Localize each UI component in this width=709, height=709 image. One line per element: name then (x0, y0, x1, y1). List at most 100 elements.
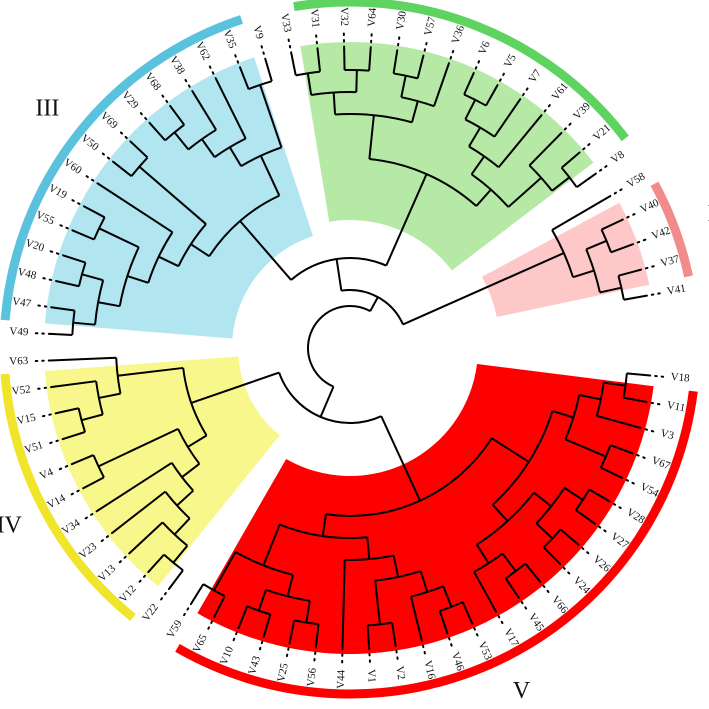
branch-radial (380, 415, 421, 502)
branch-radial (192, 91, 217, 131)
branch-radial (603, 381, 626, 387)
leaf-connector (494, 609, 506, 628)
branch-radial (468, 127, 482, 148)
branch-radial (306, 73, 313, 96)
branch-radial (572, 269, 595, 279)
branch-radial (470, 155, 486, 175)
branch-radial (551, 176, 571, 192)
branch-radial (507, 176, 542, 208)
branch-radial (286, 574, 294, 597)
leaf-connector (182, 75, 195, 94)
branch-radial (98, 227, 140, 249)
branch-arc (202, 583, 226, 598)
leaf-connector (539, 101, 554, 118)
clade-wedges (44, 42, 654, 655)
branch-radial (129, 521, 164, 554)
leaf-label-V64: V64 (366, 7, 379, 27)
branch-radial (315, 624, 320, 647)
leaf-label-V10: V10 (218, 644, 236, 667)
branch-radial (239, 68, 250, 90)
branch-radial (565, 438, 607, 458)
branch-radial (369, 296, 379, 312)
branch-radial (332, 92, 337, 115)
leaf-label-V25: V25 (275, 662, 291, 683)
branch-radial (463, 74, 475, 95)
branch-radial (355, 70, 358, 93)
leaf-connector (576, 542, 592, 557)
branch-arc (265, 588, 310, 602)
branch-radial (288, 620, 296, 643)
branch-radial (290, 53, 297, 76)
leaf-connector (259, 41, 267, 62)
leaf-connector (538, 579, 552, 596)
branch-radial (610, 444, 632, 454)
branch-radial (57, 280, 80, 288)
branch-radial (419, 570, 429, 593)
leaf-connector (638, 264, 659, 272)
leaf-label-V5: V5 (502, 52, 519, 70)
branch-radial (158, 255, 179, 268)
leaf-connector (592, 521, 610, 535)
leaf-connector (445, 630, 454, 650)
leaf-label-V32: V32 (338, 7, 350, 26)
branch-radial (264, 59, 273, 82)
leaf-label-V62: V62 (193, 40, 212, 62)
branch-radial (213, 551, 237, 591)
leaf-label-V46: V46 (449, 651, 467, 673)
branch-radial (392, 51, 399, 74)
leaf-connector (81, 509, 99, 522)
branch-radial (319, 386, 335, 418)
branch-radial (190, 371, 280, 404)
branch-radial (416, 56, 425, 79)
branch-radial (491, 437, 530, 463)
branch-radial (335, 258, 343, 291)
leaf-label-V37: V37 (659, 253, 681, 270)
branch-arc (617, 275, 625, 300)
branch-radial (97, 301, 120, 308)
branch-radial (263, 614, 272, 636)
branch-arc (595, 382, 605, 417)
branch-arc (279, 523, 368, 539)
leaf-label-V34: V34 (60, 517, 83, 538)
leaf-connector (518, 84, 531, 102)
branch-radial (475, 188, 492, 207)
leaf-connector (205, 614, 216, 633)
branch-arc (278, 372, 382, 424)
branch-radial (623, 294, 646, 301)
leaf-label-V16: V16 (421, 659, 437, 681)
leaf-connector (56, 222, 75, 232)
clade-arcs (0, 0, 698, 699)
branch-arc (94, 279, 105, 325)
branch-radial (473, 571, 497, 611)
leaf-connector (396, 32, 401, 53)
leaf-label-V14: V14 (45, 492, 68, 512)
clade-arc-I (650, 181, 693, 278)
branch-radial (366, 537, 371, 560)
leaf-connector (286, 35, 293, 55)
branch-radial (50, 356, 117, 362)
branch-radial (600, 466, 622, 479)
branch-radial (305, 600, 311, 623)
branch-radial (262, 524, 281, 566)
branch-radial (215, 79, 247, 139)
leaf-connector (314, 30, 319, 51)
branch-radial (601, 219, 622, 231)
leaf-label-V22: V22 (140, 602, 161, 624)
leaf-connector (644, 400, 664, 406)
leaf-connector (99, 150, 116, 164)
branch-radial (138, 165, 207, 225)
leaf-connector (313, 645, 318, 665)
branch-radial (257, 589, 267, 611)
leaf-connector (517, 595, 530, 613)
clade-wedge-III (44, 57, 314, 339)
leaf-connector (33, 385, 54, 391)
branch-arc (564, 394, 581, 440)
branch-radial (190, 583, 205, 604)
branch-radial (610, 243, 633, 254)
leaf-label-V60: V60 (61, 156, 84, 177)
leaf-connector (67, 486, 86, 497)
leaf-connector (38, 276, 59, 283)
branch-radial (493, 99, 521, 138)
leaf-label-V1: V1 (365, 669, 378, 683)
